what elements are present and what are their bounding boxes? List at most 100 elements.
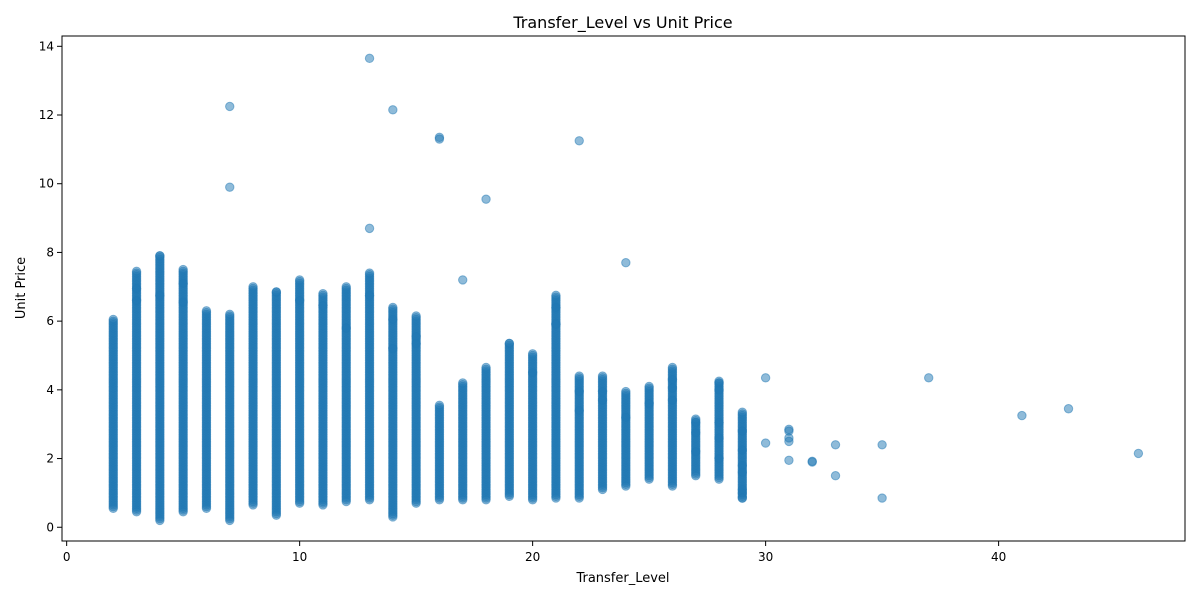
x-tick-label-20: 20 [525,550,540,564]
data-point-2819 [877,440,887,450]
data-point-2809 [760,438,771,448]
data-point-2786 [597,386,608,397]
data-point-2782 [388,343,398,354]
data-point-1558 [364,268,375,278]
data-point-1916 [458,378,468,388]
data-point-2778 [504,338,515,349]
data-point-2758 [574,136,584,146]
data-point-2801 [737,426,748,436]
data-point-2361 [574,371,584,381]
data-point-2772 [318,300,328,311]
x-axis: 0 10 20 30 40 [63,541,1006,564]
data-point-2777 [551,319,561,329]
data-point-2817 [830,440,841,450]
data-point-2759 [225,182,235,192]
x-tick-label-0: 0 [63,550,71,564]
data-point-2818 [830,471,841,481]
data-point-110 [108,314,118,325]
data-point-2800 [714,453,724,464]
data-point-2795 [691,446,701,457]
data-point-2768 [131,295,142,306]
data-point-2774 [388,314,398,325]
data-point-2789 [644,398,654,409]
data-point-2814 [784,455,794,465]
data-point-2824 [1133,448,1144,459]
data-point-2766 [178,278,188,289]
data-point-1847 [434,400,445,410]
data-point-2761 [364,223,375,234]
data-point-2822 [1017,410,1027,421]
data-point-2767 [155,290,165,301]
data-point-1175 [294,275,305,285]
data-point-2765 [131,283,142,294]
data-point-2762 [155,251,165,261]
chart-title: Transfer_Level vs Unit Price [512,13,732,33]
data-point-2813 [784,436,794,447]
data-point-2790 [667,374,678,385]
data-point-2769 [178,297,188,307]
data-point-2792 [667,395,678,405]
y-tick-label-12: 12 [39,108,54,122]
y-tick-label-0: 0 [46,520,54,534]
x-tick-label-40: 40 [991,550,1006,564]
data-point-2799 [714,433,724,443]
y-tick-label-4: 4 [46,383,54,397]
data-point-2788 [621,412,631,423]
data-point-2791 [667,383,678,393]
data-point-2794 [691,428,701,438]
data-point-2804 [737,467,748,477]
data-point-2773 [364,290,375,301]
data-point-2816 [807,457,817,467]
data-point-2783 [527,367,538,378]
y-tick-label-2: 2 [46,452,54,466]
data-point-2764 [458,275,468,285]
data-point-2609 [667,362,678,373]
data-point-2539 [644,381,654,392]
data-point-2763 [621,258,631,268]
data-point-1299 [318,288,328,299]
data-point-2780 [411,338,421,349]
y-axis-label: Unit Price [14,257,29,319]
data-point-664 [201,306,212,316]
y-tick-label-8: 8 [46,245,54,259]
data-point-2808 [760,373,771,383]
data-point-2289 [551,290,561,301]
data-point-2770 [271,287,282,297]
data-point-2752 [737,407,748,417]
data-point-1425 [341,282,351,292]
data-point-2785 [574,405,584,416]
data-point-2802 [737,445,748,455]
data-point-2807 [737,493,748,503]
data-point-251 [131,266,142,277]
data-point-2484 [621,386,631,397]
data-point-2771 [294,295,305,306]
data-point-2760 [481,194,491,204]
x-tick-label-10: 10 [292,550,307,564]
y-tick-label-10: 10 [39,177,54,191]
data-point-2796 [714,417,724,428]
data-point-2775 [551,302,561,313]
data-point-2823 [1063,404,1074,414]
data-point-2755 [388,105,398,115]
data-point-2798 [714,385,724,395]
y-tick-label-14: 14 [39,39,54,53]
data-point-2170 [527,349,538,359]
data-point-2787 [597,395,608,405]
data-point-2753 [364,53,375,64]
y-axis: 0 2 4 6 8 10 12 14 [39,39,62,534]
data-point-2784 [574,386,584,397]
data-point-2821 [924,373,934,383]
x-axis-label: Transfer_Level [575,571,669,586]
data-point-2757 [434,134,445,144]
data-point-1681 [388,302,398,313]
x-tick-label-30: 30 [758,550,773,564]
data-point-2781 [341,323,351,333]
data-point-2754 [225,101,235,112]
data-points [108,53,1144,526]
data-point-913 [248,282,258,292]
data-point-548 [178,264,188,275]
data-point-1994 [481,362,491,373]
data-point-2820 [877,493,887,503]
